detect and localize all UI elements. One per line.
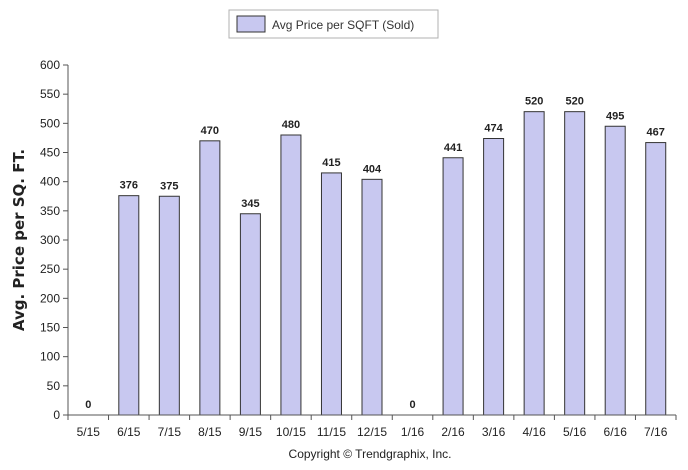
x-tick-label: 5/16 (563, 425, 587, 439)
y-tick-label: 0 (53, 408, 60, 422)
bar (118, 195, 140, 416)
y-tick-label: 450 (40, 146, 60, 160)
data-label: 404 (363, 163, 382, 175)
y-axis-label: Avg. Price per SQ. FT. (10, 149, 28, 331)
x-tick-label: 5/15 (77, 425, 101, 439)
data-label: 520 (565, 96, 583, 108)
x-tick-label: 12/15 (357, 425, 387, 439)
data-label: 467 (647, 127, 665, 139)
y-tick-label: 150 (40, 321, 60, 335)
x-tick-label: 4/16 (522, 425, 546, 439)
bar (158, 195, 180, 416)
data-label: 470 (201, 125, 219, 137)
y-tick-label: 250 (40, 262, 60, 276)
bar (564, 111, 586, 416)
y-tick-label: 50 (47, 379, 61, 393)
copyright-text: Copyright © Trendgraphix, Inc. (289, 447, 452, 461)
legend: Avg Price per SQFT (Sold) (228, 9, 439, 39)
x-axis: 5/15 6/15 7/15 8/15 9/15 10/15 11/15 12/15 1/16 2… (67, 414, 677, 439)
legend-label: Avg Price per SQFT (Sold) (272, 18, 414, 32)
x-tick-label: 11/15 (317, 425, 346, 439)
legend-swatch (236, 15, 266, 33)
bar (645, 142, 667, 416)
bar (199, 140, 221, 416)
data-label: 0 (85, 399, 91, 411)
y-tick-label: 500 (40, 116, 60, 130)
bar (239, 213, 261, 416)
y-tick-label: 350 (40, 204, 60, 218)
bar (523, 111, 545, 416)
bar (604, 125, 626, 416)
x-tick-label: 8/15 (198, 425, 222, 439)
data-label: 441 (444, 142, 462, 154)
bar (280, 134, 302, 416)
x-tick-label: 10/15 (276, 425, 306, 439)
data-label: 0 (409, 399, 415, 411)
x-tick-label: 6/16 (604, 425, 628, 439)
data-label: 520 (525, 96, 543, 108)
data-label: 375 (160, 180, 178, 192)
y-axis: 0 50 100 150 200 250 300 350 400 450 500 550 600 (40, 58, 69, 422)
bar (442, 157, 464, 416)
x-tick-label: 1/16 (401, 425, 425, 439)
x-tick-label: 9/15 (239, 425, 263, 439)
data-label: 474 (484, 123, 503, 135)
bar (320, 172, 342, 416)
y-tick-label: 100 (40, 350, 60, 364)
x-tick-label: 7/15 (158, 425, 182, 439)
x-tick-label: 2/16 (441, 425, 465, 439)
y-tick-label: 200 (40, 291, 60, 305)
data-label: 480 (282, 119, 300, 131)
y-tick-label: 400 (40, 175, 60, 189)
y-tick-label: 550 (40, 87, 60, 101)
y-tick-label: 300 (40, 233, 60, 247)
data-label: 415 (322, 157, 340, 169)
bar (483, 138, 505, 416)
bar (361, 178, 383, 416)
bars: 0 376 375 470 345 480 415 404 0 441 474 520 520 495 46… (85, 96, 667, 416)
data-label: 345 (241, 198, 259, 210)
x-tick-label: 6/15 (117, 425, 141, 439)
x-tick-label: 7/16 (644, 425, 668, 439)
x-tick-label: 3/16 (482, 425, 506, 439)
y-tick-label: 600 (40, 58, 60, 72)
data-label: 495 (606, 110, 624, 122)
data-label: 376 (120, 180, 138, 192)
